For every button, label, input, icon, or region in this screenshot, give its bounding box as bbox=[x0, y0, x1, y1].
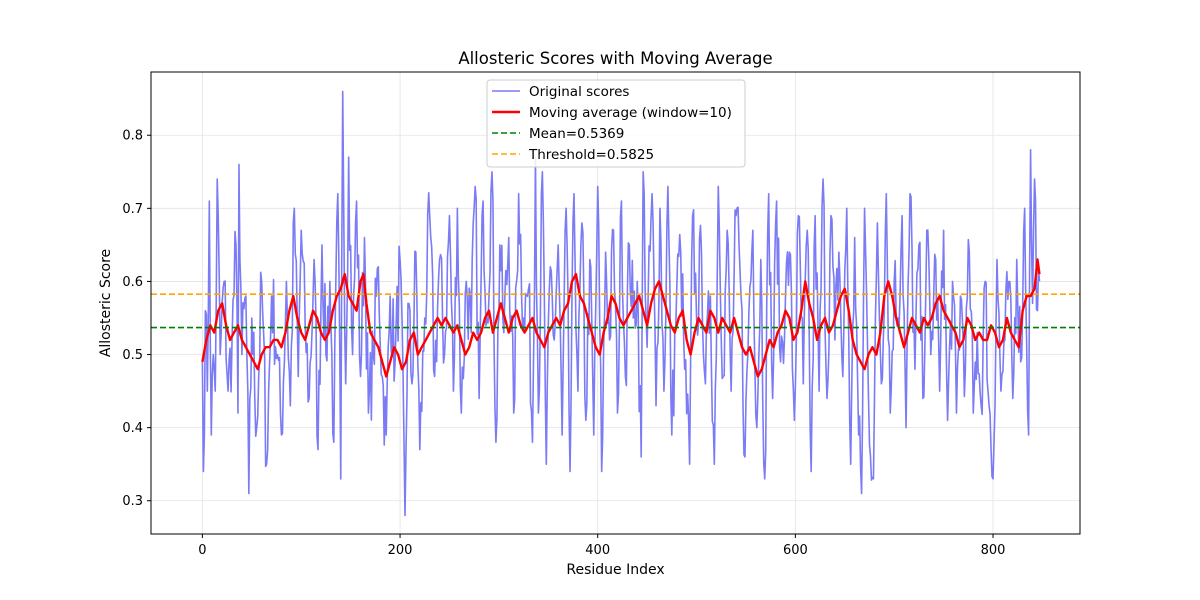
y-tick-label: 0.3 bbox=[122, 494, 143, 509]
x-tick-label: 200 bbox=[388, 543, 413, 558]
x-axis: 0 200 400 600 800 bbox=[198, 534, 1005, 558]
x-tick-label: 600 bbox=[783, 543, 808, 558]
y-tick-label: 0.4 bbox=[122, 421, 143, 436]
legend-label: Original scores bbox=[529, 84, 629, 100]
legend-label: Mean=0.5369 bbox=[529, 126, 624, 142]
x-tick-label: 800 bbox=[981, 543, 1006, 558]
chart-title: Allosteric Scores with Moving Average bbox=[458, 49, 772, 68]
legend-label: Threshold=0.5825 bbox=[528, 147, 654, 163]
legend-box bbox=[486, 79, 746, 168]
y-axis-title: Allosteric Score bbox=[98, 249, 114, 357]
plot-frame bbox=[150, 71, 1081, 535]
legend-label: Moving average (window=10) bbox=[529, 105, 732, 121]
y-tick-label: 0.6 bbox=[122, 275, 143, 290]
y-axis: 0.3 0.4 0.5 0.6 0.7 0.8 bbox=[122, 129, 151, 509]
y-tick-label: 0.5 bbox=[122, 348, 143, 363]
x-axis-title: Residue Index bbox=[566, 562, 664, 578]
legend: Original scores Moving average (window=10… bbox=[486, 79, 746, 168]
x-tick-label: 0 bbox=[198, 543, 206, 558]
series-1-line bbox=[201, 258, 1041, 378]
plot-lines bbox=[151, 90, 1080, 517]
y-tick-label: 0.7 bbox=[122, 202, 143, 217]
y-tick-label: 0.8 bbox=[122, 129, 143, 144]
series-0-line bbox=[201, 90, 1041, 517]
x-tick-label: 400 bbox=[585, 543, 610, 558]
